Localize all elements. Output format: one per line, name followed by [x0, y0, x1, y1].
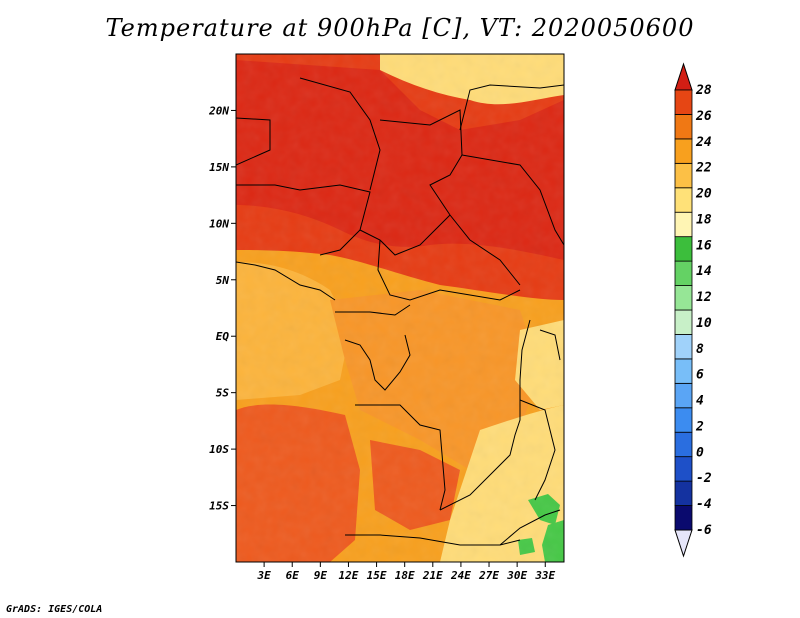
chart-title: Temperature at 900hPa [C], VT: 202005060…	[105, 14, 695, 42]
lat-tick-label: 5S	[216, 387, 230, 400]
colorbar-label: 12	[696, 290, 712, 305]
colorbar-label: -2	[696, 471, 712, 486]
colorbar-segment	[674, 162, 693, 189]
grads-credit: GrADS: IGES/COLA	[6, 604, 103, 615]
colorbar-over-triangle	[674, 62, 693, 91]
colorbar-label: 22	[695, 161, 712, 176]
colorbar-label: -4	[696, 497, 712, 512]
lat-tick-label: 10S	[209, 443, 229, 456]
lat-tick-label: 5N	[216, 274, 230, 287]
lon-tick-label: 15E	[367, 569, 387, 582]
lon-tick-label: 27E	[478, 569, 499, 582]
colorbar-label: 2	[695, 419, 704, 434]
colorbar-label: 14	[696, 264, 712, 279]
lon-tick-label: 24E	[450, 569, 471, 582]
colorbar-segment	[674, 138, 693, 164]
temperature-field	[236, 54, 564, 562]
colorbar-segment	[674, 309, 693, 335]
colorbar-label: 10	[696, 316, 712, 331]
colorbar-label: 20	[695, 187, 712, 202]
colorbar-segment	[674, 211, 693, 238]
colorbar-label: 8	[696, 342, 704, 357]
colorbar-label: 26	[695, 109, 712, 124]
colorbar-segment	[674, 505, 693, 531]
lon-tick-label: 18E	[395, 569, 415, 582]
latitude-axis: 20N 15N 10N 5N EQ 5S 10S 15S	[208, 104, 236, 513]
lon-tick-label: 6E	[286, 569, 300, 582]
colorbar-label: 28	[695, 83, 712, 98]
colorbar-segment	[674, 456, 693, 482]
colorbar-segment	[674, 236, 693, 262]
colorbar-segment	[674, 382, 693, 409]
lat-tick-label: EQ	[216, 330, 230, 343]
lon-tick-label: 9E	[314, 569, 328, 582]
lat-tick-label: 15S	[209, 500, 229, 513]
colorbar-segment	[674, 260, 693, 286]
colorbar-segment	[674, 358, 693, 384]
country-borders	[236, 77, 564, 546]
lon-tick-label: 30E	[506, 569, 527, 582]
lat-tick-label: 10N	[209, 217, 229, 230]
colorbar-segment	[674, 334, 693, 360]
lon-tick-label: 3E	[256, 569, 271, 582]
colorbar-label: 0	[696, 445, 704, 460]
colorbar-under-triangle	[674, 529, 693, 558]
lon-tick-label: 12E	[339, 569, 359, 582]
colorbar-label: 4	[696, 394, 704, 409]
longitude-axis: 3E 6E 9E 12E 15E 18E 21E 24E 27E 30E 33E	[256, 562, 556, 582]
colorbar-label: 18	[696, 212, 712, 227]
colorbar-segment	[674, 480, 693, 506]
field-texture	[236, 54, 564, 562]
colorbar-label: 6	[696, 368, 704, 383]
colorbar-segment	[674, 285, 693, 311]
colorbar-segment	[674, 89, 693, 115]
colorbar-label: 16	[696, 238, 712, 253]
lat-tick-label: 20N	[208, 104, 229, 117]
colorbar-segment	[674, 431, 693, 458]
lat-tick-label: 15N	[209, 161, 229, 174]
colorbar-segment	[674, 407, 693, 433]
colorbar-segment	[674, 114, 693, 140]
colorbar-label: 24	[695, 135, 712, 150]
colorbar-label: -6	[696, 523, 712, 538]
lon-tick-label: 21E	[422, 569, 443, 582]
colorbar-segment	[674, 187, 693, 213]
map-frame	[235, 53, 565, 563]
lon-tick-label: 33E	[534, 569, 555, 582]
